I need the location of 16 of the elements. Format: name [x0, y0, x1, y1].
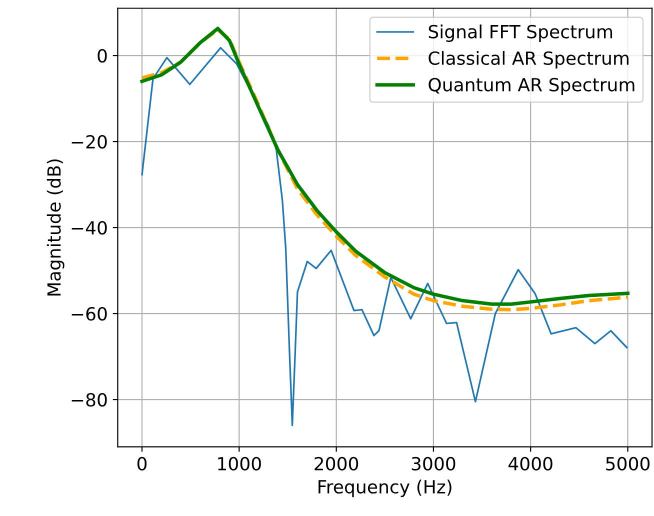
x-axis-title: Frequency (Hz)	[318, 480, 452, 498]
x-tick-label: 5000	[606, 456, 650, 471]
y-tick-label: −20	[72, 135, 107, 149]
y-tick-label: −60	[72, 307, 107, 321]
legend-label: Signal FFT Spectrum	[428, 24, 612, 42]
y-tick-label: −80	[72, 393, 107, 407]
x-tick-label: 0	[137, 456, 147, 471]
y-axis-title: Magnitude (dB)	[46, 159, 64, 296]
legend-label: Quantum AR Spectrum	[428, 78, 634, 95]
x-tick-label: 1000	[218, 456, 261, 471]
x-tick-label: 3000	[412, 456, 456, 471]
x-tick-label: 4000	[508, 456, 552, 471]
y-tick-label: −40	[72, 221, 107, 235]
x-tick-label: 2000	[314, 456, 358, 471]
legend-label: Classical AR Spectrum	[428, 51, 629, 68]
y-tick-label: 0	[98, 49, 107, 63]
